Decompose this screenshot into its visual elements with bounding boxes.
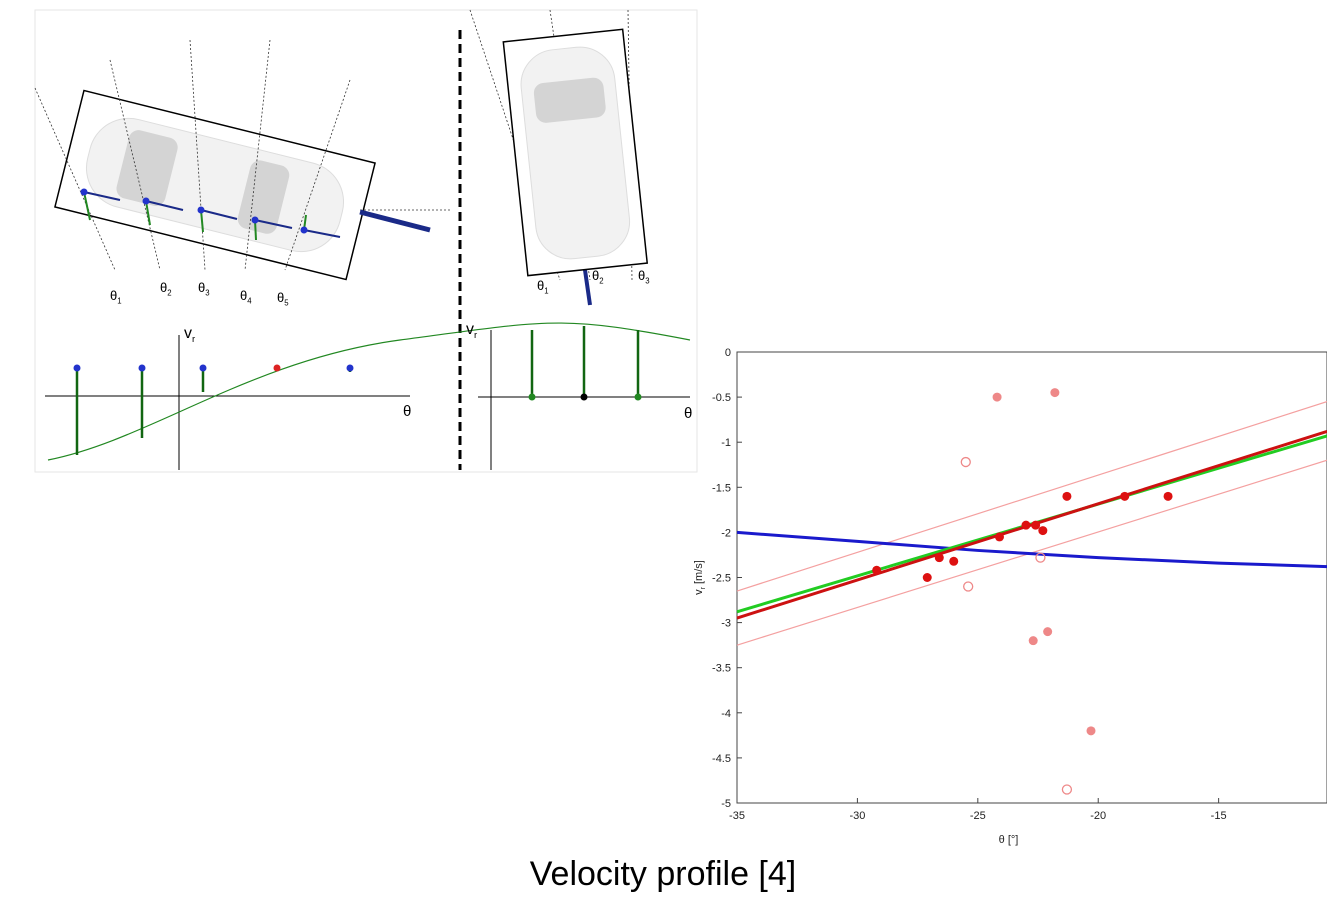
angle-label: θ4	[240, 288, 252, 305]
data-point	[1050, 388, 1060, 398]
angle-label: θ1	[537, 278, 549, 295]
x-tick-label: -15	[1211, 810, 1227, 822]
angle-label-base: θ	[198, 280, 205, 295]
outlier-point	[1035, 552, 1046, 563]
y-tick-label: -1	[721, 437, 731, 449]
y-axis-label-base: v	[693, 589, 705, 595]
data-point	[1031, 520, 1041, 530]
x-tick-label: -30	[849, 810, 865, 822]
x-tick-label: -35	[729, 810, 745, 822]
angle-label: θ3	[198, 280, 210, 297]
data-point	[1120, 491, 1130, 501]
data-point	[1086, 726, 1096, 736]
x-axis-label: θ [°]	[999, 834, 1019, 846]
y-tick-label: -3	[721, 618, 731, 630]
y-tick-label: -5	[721, 798, 731, 810]
theta-axis-label: θ	[403, 403, 411, 420]
angle-label-base: θ	[592, 268, 599, 283]
fit-line	[736, 401, 1327, 592]
data-point	[994, 532, 1004, 542]
y-tick-label: -4.5	[712, 753, 731, 765]
y-axis-label-unit: [m/s]	[693, 560, 705, 584]
vr-label-base: v	[466, 321, 474, 338]
angle-label-base: θ	[240, 288, 247, 303]
vr-label-base: v	[184, 325, 192, 342]
outlier-point	[963, 581, 974, 592]
angle-label: θ3	[638, 268, 650, 285]
angle-label-sub: 2	[167, 288, 171, 297]
data-point	[1043, 627, 1053, 637]
y-tick-label: -2	[721, 527, 731, 539]
angle-label-sub: 2	[599, 276, 603, 285]
angle-label-sub: 3	[205, 288, 209, 297]
angle-label: θ2	[160, 280, 172, 297]
data-point	[1028, 636, 1038, 646]
y-tick-label: -3.5	[712, 663, 731, 675]
diagram	[34, 9, 698, 473]
angle-label-sub: 1	[544, 286, 548, 295]
y-tick-label: -2.5	[712, 573, 731, 585]
y-tick-label: -0.5	[712, 392, 731, 404]
caption: Velocity profile [4]	[530, 855, 796, 893]
vr-label-sub: r	[192, 334, 196, 345]
outlier-point	[1061, 784, 1073, 795]
angle-label-sub: 5	[284, 298, 289, 307]
vr-label: vr	[466, 321, 478, 341]
y-axis-label: vr [m/s]	[693, 560, 707, 595]
vr-label: vr	[184, 325, 196, 345]
angle-label: θ5	[277, 290, 289, 307]
data-point	[949, 556, 959, 566]
plot-area	[736, 351, 1327, 804]
chart: 0 -0.5 -1 -1.5 -2 -2.5 -3 -3.5 -4 -4.5 -5-35 -30 -25…	[693, 347, 1327, 846]
x-tick-label: -20	[1090, 810, 1106, 822]
data-point	[1062, 491, 1072, 501]
angle-label-sub: 3	[645, 276, 649, 285]
y-tick-label: 0	[725, 347, 731, 359]
data-point	[1038, 526, 1048, 536]
angle-label-base: θ	[537, 278, 544, 293]
data-point	[872, 565, 882, 575]
angle-label: θ1	[110, 288, 122, 305]
data-point	[934, 553, 944, 563]
angle-label-sub: 4	[247, 296, 252, 305]
data-point	[1163, 491, 1173, 501]
x-tick-label: -25	[970, 810, 986, 822]
angle-label-base: θ	[160, 280, 167, 295]
angle-label-sub: 1	[117, 296, 121, 305]
angle-label-base: θ	[638, 268, 645, 283]
y-tick-label: -1.5	[712, 482, 731, 494]
vr-label-sub: r	[474, 330, 478, 341]
data-point	[992, 392, 1002, 402]
outlier-point	[960, 456, 971, 468]
y-tick-label: -4	[721, 708, 731, 720]
angle-label-base: θ	[277, 290, 284, 305]
data-point	[922, 573, 932, 582]
angle-label: θ2	[592, 268, 604, 285]
theta-axis-label: θ	[684, 405, 692, 422]
angle-label-base: θ	[110, 288, 117, 303]
data-point	[1021, 520, 1031, 530]
y-axis-label-sub: r	[700, 586, 707, 589]
